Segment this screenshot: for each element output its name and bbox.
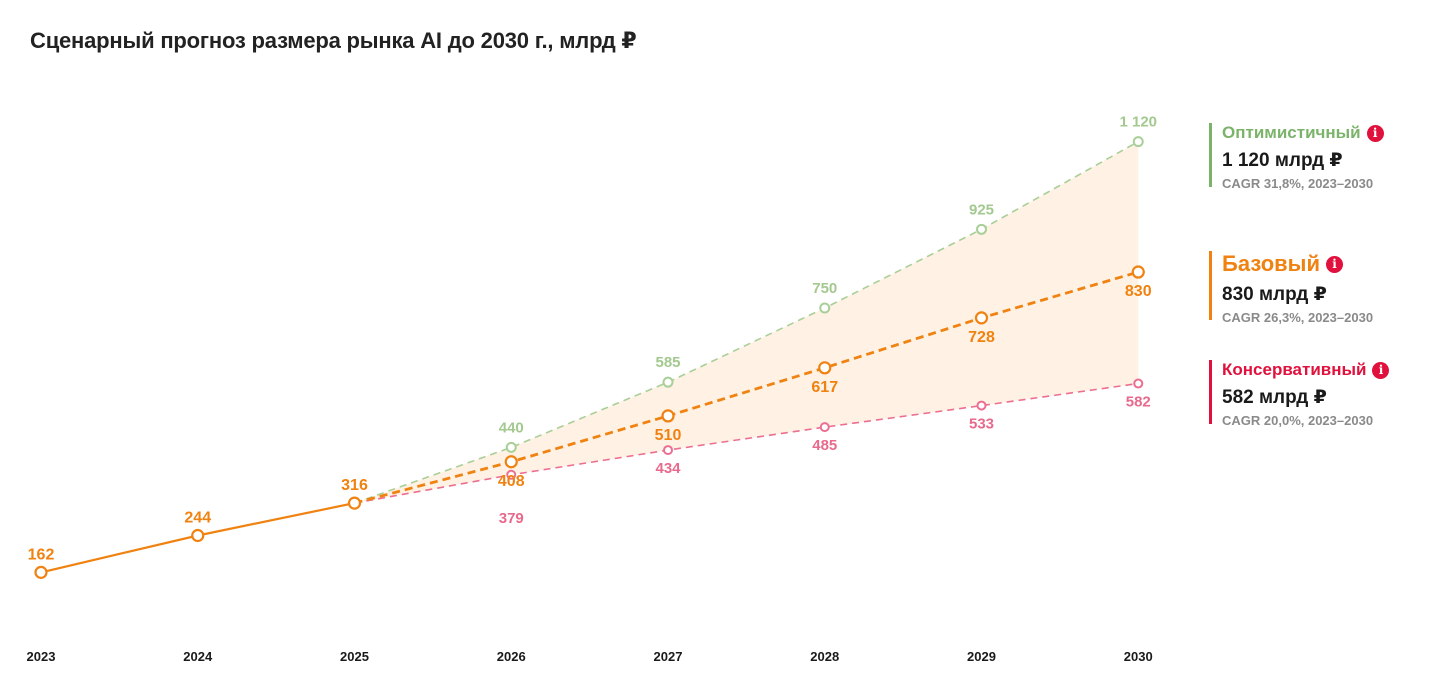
x-tick-label: 2029 (967, 649, 996, 664)
x-tick-label: 2025 (340, 649, 369, 664)
data-label-conservative: 434 (655, 460, 681, 477)
data-label-optimistic: 750 (812, 280, 837, 297)
data-label-base: 244 (184, 509, 211, 526)
data-label-base: 830 (1125, 283, 1152, 300)
legend-optimistic-cagr: CAGR 31,8%, 2023–2030 (1222, 176, 1374, 191)
data-point-conservative (1133, 378, 1144, 389)
data-point-optimistic (1132, 136, 1144, 148)
legend-optimistic: Оптимистичный i 1 120 млрд ₽ CAGR 31,8%,… (1209, 123, 1384, 191)
data-point-optimistic (505, 441, 517, 453)
series-line-conservative (354, 382, 1139, 504)
data-label-base: 510 (655, 427, 682, 444)
legend-conservative-value: 582 млрд ₽ (1222, 387, 1327, 408)
data-label-base: 408 (498, 473, 525, 490)
info-icon[interactable]: i (1325, 255, 1343, 273)
x-tick-label: 2030 (1124, 649, 1153, 664)
legend-base-name: Базовый (1222, 251, 1320, 276)
data-point-base (661, 409, 675, 423)
info-icon[interactable]: i (1366, 124, 1384, 142)
legend-conservative-cagr: CAGR 20,0%, 2023–2030 (1222, 413, 1374, 428)
data-label-conservative: 379 (499, 510, 524, 527)
data-point-conservative (663, 445, 673, 456)
x-tick-label: 2027 (654, 649, 683, 664)
data-label-optimistic: 585 (655, 354, 680, 371)
data-point-base (191, 528, 205, 543)
x-tick-label: 2026 (497, 649, 526, 664)
legend-optimistic-name: Оптимистичный (1222, 123, 1361, 142)
data-point-optimistic (976, 223, 987, 235)
x-tick-label: 2023 (27, 649, 56, 664)
data-label-optimistic: 1 120 (1119, 114, 1157, 131)
series-line-optimistic (354, 140, 1139, 504)
x-tick-label: 2028 (810, 649, 839, 664)
legend-conservative-name: Консервативный (1222, 360, 1367, 379)
legend-base-value: 830 млрд ₽ (1222, 284, 1327, 305)
data-point-base (1131, 265, 1145, 279)
legend-base: Базовый i 830 млрд ₽ CAGR 26,3%, 2023–20… (1209, 251, 1373, 325)
data-point-base (347, 496, 362, 510)
data-label-conservative: 533 (969, 416, 994, 433)
data-point-conservative (819, 422, 830, 433)
data-label-optimistic: 925 (969, 201, 994, 218)
data-label-base: 316 (341, 477, 368, 494)
data-point-optimistic (662, 376, 674, 388)
data-label-optimistic: 440 (499, 419, 524, 436)
data-point-conservative (506, 469, 517, 480)
data-point-conservative (976, 400, 987, 411)
data-label-conservative: 485 (812, 437, 837, 454)
data-label-base: 617 (811, 379, 838, 396)
series-line-base-forecast (354, 270, 1139, 505)
legend-optimistic-value: 1 120 млрд ₽ (1222, 150, 1343, 171)
data-point-base (504, 455, 518, 469)
data-point-optimistic (819, 302, 831, 314)
data-point-base (974, 311, 989, 325)
legend-conservative: Консервативный i 582 млрд ₽ CAGR 20,0%, … (1209, 360, 1390, 428)
chart-canvas: 440 585 750 925 1 120 379 434 485 533 582 162 244 31… (27, 114, 1157, 664)
data-label-base: 162 (28, 546, 55, 563)
data-point-base (34, 565, 48, 579)
info-icon[interactable]: i (1372, 361, 1390, 379)
data-point-base (818, 361, 832, 375)
data-label-base: 728 (968, 329, 995, 346)
x-tick-label: 2024 (183, 649, 213, 664)
data-label-conservative: 582 (1126, 394, 1151, 411)
chart-title: Сценарный прогноз размера рынка AI до 20… (30, 28, 637, 53)
legend-base-cagr: CAGR 26,3%, 2023–2030 (1222, 310, 1374, 325)
scenario-band (354, 141, 1139, 504)
